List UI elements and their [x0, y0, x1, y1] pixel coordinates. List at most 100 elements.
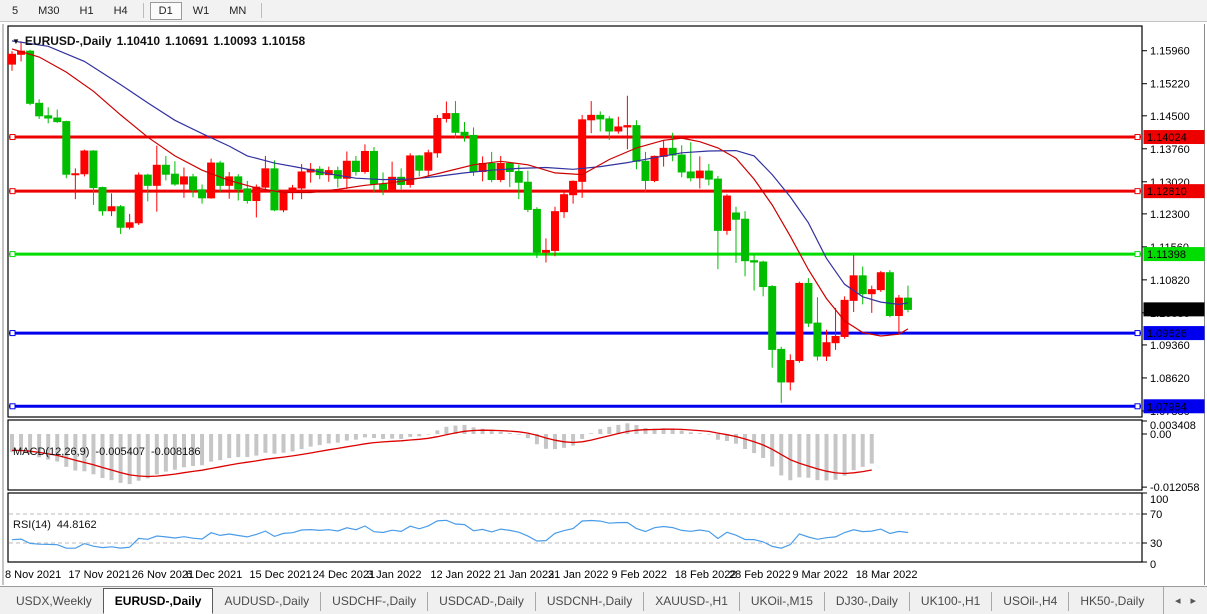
- level-price-label: 1.11398: [1147, 249, 1186, 261]
- main-price-pane[interactable]: [7, 25, 1143, 418]
- line-handle[interactable]: [9, 403, 16, 410]
- date-axis-label: 8 Nov 2021: [5, 569, 61, 581]
- symbol-tab-dj30-daily[interactable]: DJ30-,Daily: [823, 592, 909, 611]
- rsi-axis-label: 70: [1150, 509, 1162, 521]
- date-axis-label: 31 Jan 2022: [548, 569, 609, 581]
- macd-main-value: -0.005407: [95, 446, 145, 458]
- quote-open: 1.10410: [116, 34, 160, 48]
- line-handle[interactable]: [9, 330, 16, 337]
- quote-close: 1.10158: [261, 34, 306, 48]
- date-axis-label: 15 Dec 2021: [249, 569, 311, 581]
- symbol-tab-ukoil-m15[interactable]: UKOil-,M15: [738, 592, 824, 611]
- date-axis-label: 9 Feb 2022: [611, 569, 667, 581]
- symbol-tab-usdcnh-daily[interactable]: USDCNH-,Daily: [534, 592, 643, 611]
- symbol-tab-hk50-daily[interactable]: HK50-,Daily: [1068, 592, 1155, 611]
- price-tick-label: 1.08620: [1150, 373, 1190, 385]
- tab-scroll-controls: ◂ ▸: [1162, 587, 1207, 614]
- rsi-axis-label: 100: [1150, 494, 1168, 506]
- toolbar-separator: [261, 3, 263, 18]
- macd-signal-value: -0.008186: [150, 446, 201, 458]
- date-axis-label: 28 Feb 2022: [729, 569, 791, 581]
- timeframe-button-d1[interactable]: D1: [149, 1, 182, 20]
- date-axis-label: 17 Nov 2021: [68, 569, 130, 581]
- symbol-tab-eurusd-daily[interactable]: EURUSD-,Daily: [102, 588, 214, 614]
- price-tick-label: 1.15220: [1150, 79, 1190, 91]
- price-tick-label: 1.10820: [1150, 275, 1190, 287]
- price-tick-label: 1.13760: [1150, 144, 1190, 156]
- tab-scroll-left-icon[interactable]: ◂: [1174, 595, 1181, 607]
- line-handle[interactable]: [9, 134, 16, 141]
- level-price-label-bg: [1143, 326, 1205, 341]
- level-price-label: 1.12810: [1147, 186, 1187, 198]
- symbol-tab-usdcad-daily[interactable]: USDCAD-,Daily: [427, 592, 535, 611]
- rsi-line: [11, 519, 909, 549]
- price-tick-label: 1.15960: [1150, 46, 1190, 58]
- timeframe-button-mn[interactable]: MN: [229, 4, 247, 17]
- macd-axis-label: 0.00: [1150, 429, 1171, 441]
- symbol-tab-xauusd-h1[interactable]: XAUUSD-,H1: [643, 592, 739, 611]
- level-price-label-bg: [1143, 399, 1205, 414]
- symbol-dropdown-icon[interactable]: ▼: [12, 36, 20, 46]
- symbol-tab-uk100-h1[interactable]: UK100-,H1: [908, 592, 991, 611]
- date-axis-label: 21 Jan 2022: [494, 569, 555, 581]
- macd-indicator-label: MACD(12,26,9) -0.005407 -0.008186: [13, 446, 201, 458]
- current-price-label-bg: [1143, 302, 1205, 317]
- macd-pane[interactable]: [7, 419, 1143, 491]
- date-axis-label: 3 Jan 2022: [367, 569, 421, 581]
- ma-slow-blue-line: [11, 40, 909, 306]
- level-price-label-bg: [1143, 184, 1205, 199]
- rsi-indicator-label: RSI(14) 44.8162: [13, 519, 97, 531]
- candlestick-series: [8, 41, 912, 403]
- quote-high: 1.10691: [165, 34, 209, 48]
- rsi-name: RSI(14): [13, 519, 51, 531]
- symbol-tab-usoil-h4[interactable]: USOil-,H4: [991, 592, 1068, 611]
- quote-low: 1.10093: [213, 34, 257, 48]
- macd-axis-label: -0.012058: [1150, 482, 1200, 494]
- price-tick-label: 1.14500: [1150, 111, 1190, 123]
- timeframe-button-w1[interactable]: W1: [192, 4, 210, 17]
- timeframe-button-m30[interactable]: M30: [38, 4, 60, 17]
- line-handle[interactable]: [9, 251, 16, 258]
- tab-scroll-right-icon[interactable]: ▸: [1190, 595, 1196, 607]
- rsi-axis-label: 0: [1150, 559, 1156, 571]
- ma-fast-red-line: [11, 48, 909, 337]
- timeframe-toolbar: 5 M30 H1 H4 D1 W1 MN: [0, 0, 1207, 22]
- chart-canvas[interactable]: 1.159601.152201.145001.137601.130201.123…: [0, 22, 1207, 586]
- line-handle[interactable]: [1134, 134, 1141, 141]
- symbol-tab-bar: USDX,Weekly EURUSD-,Daily AUDUSD-,Daily USD…: [0, 586, 1207, 614]
- timeframe-button-h1[interactable]: H1: [79, 4, 94, 17]
- rsi-axis-label: 30: [1150, 538, 1162, 550]
- level-price-label: 1.07984: [1147, 401, 1187, 413]
- line-handle[interactable]: [9, 188, 16, 195]
- timeframe-button-h4[interactable]: H4: [113, 4, 128, 17]
- symbol-tab-usdx-weekly[interactable]: USDX,Weekly: [16, 594, 92, 608]
- macd-name: MACD(12,26,9): [13, 446, 90, 458]
- level-price-label-bg: [1143, 247, 1205, 262]
- macd-axis-label: 0.003408: [1150, 420, 1196, 432]
- level-price-label: 1.14024: [1147, 132, 1187, 144]
- date-axis-label: 18 Mar 2022: [856, 569, 918, 581]
- date-axis-label: 18 Feb 2022: [675, 569, 737, 581]
- level-price-label-bg: [1143, 130, 1205, 145]
- toolbar-separator: [142, 3, 144, 18]
- line-handle[interactable]: [1134, 188, 1141, 195]
- chart-symbol-period: EURUSD-,Daily: [24, 34, 112, 48]
- line-handle[interactable]: [1134, 330, 1141, 337]
- rsi-value: 44.8162: [56, 519, 97, 531]
- line-handle[interactable]: [1134, 403, 1141, 410]
- date-axis-label: 9 Mar 2022: [792, 569, 848, 581]
- timeframe-button-5[interactable]: 5: [12, 4, 19, 17]
- date-axis-label: 24 Dec 2021: [313, 569, 375, 581]
- date-axis-label: 26 Nov 2021: [132, 569, 194, 581]
- macd-signal-line: [11, 428, 872, 478]
- price-tick-label: 1.12300: [1150, 209, 1190, 221]
- line-handle[interactable]: [1134, 251, 1141, 258]
- date-axis-label: 6 Dec 2021: [186, 569, 242, 581]
- symbol-tab-usdchf-daily[interactable]: USDCHF-,Daily: [320, 592, 427, 611]
- date-axis-label: 12 Jan 2022: [430, 569, 491, 581]
- level-price-label: 1.09626: [1147, 328, 1187, 340]
- symbol-tab-audusd-daily[interactable]: AUDUSD-,Daily: [224, 594, 310, 608]
- chart-title: ▼ EURUSD-,Daily 1.10410 1.10691 1.10093 …: [12, 34, 305, 48]
- current-price-label: 1.10158: [1147, 304, 1187, 316]
